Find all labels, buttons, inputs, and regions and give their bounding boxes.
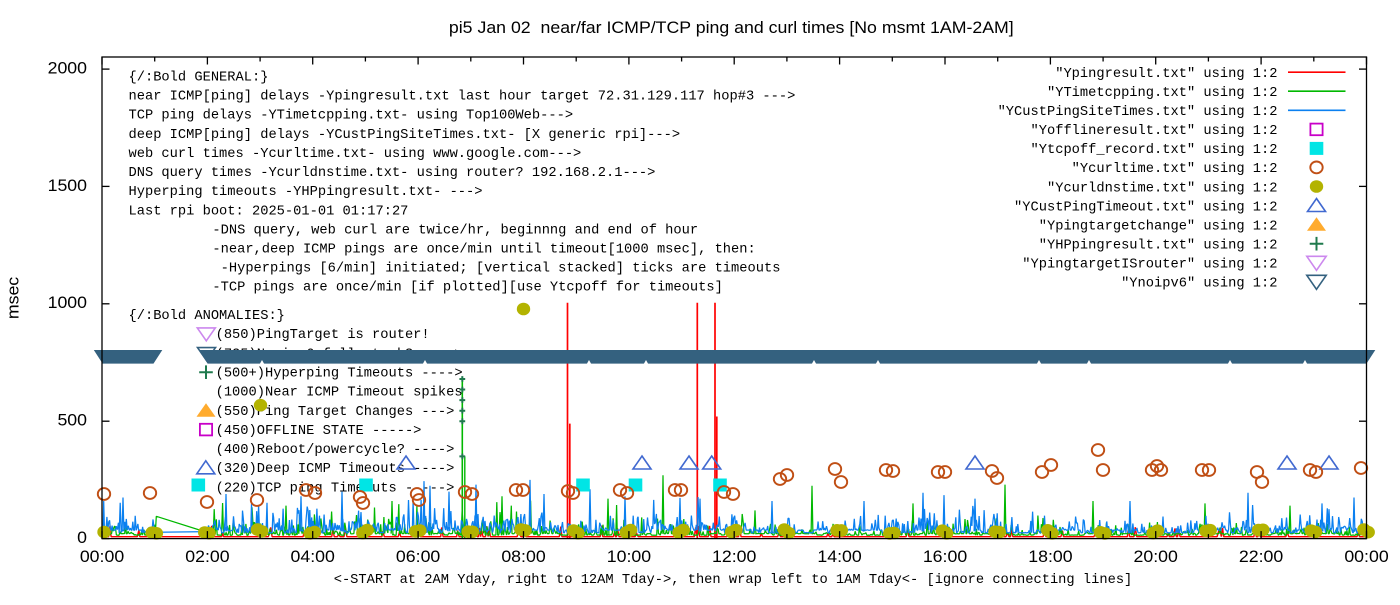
svg-text:(500+)Hyperping Timeouts ---->: (500+)Hyperping Timeouts ----> [216, 365, 463, 381]
svg-text:1000: 1000 [48, 294, 87, 312]
svg-text:{/:Bold GENERAL:}: {/:Bold GENERAL:} [129, 69, 269, 85]
svg-text:14:00: 14:00 [817, 548, 861, 566]
svg-text:10:00: 10:00 [607, 548, 651, 566]
svg-text:web curl times -Ycurltime.txt-: web curl times -Ycurltime.txt- using www… [129, 146, 582, 162]
svg-text:22:00: 22:00 [1239, 548, 1283, 566]
svg-text:(220)TCP ping Timeouts ----->: (220)TCP ping Timeouts -----> [216, 480, 455, 496]
svg-text:04:00: 04:00 [291, 548, 335, 566]
svg-text:"YCustPingSiteTimes.txt" using: "YCustPingSiteTimes.txt" using 1:2 [998, 104, 1278, 120]
svg-text:(450)OFFLINE STATE ----->: (450)OFFLINE STATE -----> [216, 423, 422, 439]
svg-text:0: 0 [77, 529, 87, 547]
svg-text:Hyperping timeouts -YHPpingres: Hyperping timeouts -YHPpingresult.txt- -… [129, 184, 483, 200]
svg-text:02:00: 02:00 [185, 548, 229, 566]
svg-text:near ICMP[ping] delays -Ypingr: near ICMP[ping] delays -Ypingresult.txt … [129, 88, 796, 104]
svg-text:(550)Ping Target Changes --->: (550)Ping Target Changes ---> [216, 404, 455, 420]
svg-text:"Ypingresult.txt" using 1:2: "Ypingresult.txt" using 1:2 [1055, 66, 1277, 82]
svg-text:08:00: 08:00 [501, 548, 545, 566]
svg-text:"YpingtargetISrouter" using 1:: "YpingtargetISrouter" using 1:2 [1022, 257, 1277, 273]
svg-text:msec: msec [4, 276, 22, 319]
svg-text:(1000)Near ICMP Timeout spikes: (1000)Near ICMP Timeout spikes [216, 385, 463, 401]
svg-text:(850)PingTarget is router!: (850)PingTarget is router! [216, 327, 430, 343]
svg-text:"Ycurltime.txt" using 1:2: "Ycurltime.txt" using 1:2 [1072, 161, 1278, 177]
svg-text:"Ynoipv6" using 1:2: "Ynoipv6" using 1:2 [1121, 276, 1277, 292]
svg-text:Last rpi boot: 2025-01-01 01:1: Last rpi boot: 2025-01-01 01:17:27 [129, 203, 409, 219]
svg-text:-TCP pings are once/min [if pl: -TCP pings are once/min [if plotted][use… [212, 279, 722, 295]
svg-text:00:00: 00:00 [80, 548, 124, 566]
svg-text:"YTimetcpping.txt" using 1:2: "YTimetcpping.txt" using 1:2 [1047, 85, 1278, 101]
svg-text:pi5 Jan 02 near/far ICMP/TCP: pi5 Jan 02 near/far ICMP/TCP ping and cu… [449, 19, 1014, 37]
svg-text:"Ycurldnstime.txt" using 1:2: "Ycurldnstime.txt" using 1:2 [1047, 180, 1278, 196]
svg-text:18:00: 18:00 [1028, 548, 1072, 566]
svg-text:"YCustPingTimeout.txt" using 1: "YCustPingTimeout.txt" using 1:2 [1014, 199, 1277, 215]
svg-text:<-START at 2AM Yday, right to: <-START at 2AM Yday, right to 12AM Tday-… [334, 572, 1133, 588]
svg-text:500: 500 [57, 411, 87, 429]
svg-text:TCP ping delays -YTimetcpping.: TCP ping delays -YTimetcpping.txt- using… [129, 108, 574, 124]
svg-text:DNS query times -Ycurldnstime.: DNS query times -Ycurldnstime.txt- using… [129, 165, 656, 181]
svg-text:"Yofflineresult.txt" using 1:2: "Yofflineresult.txt" using 1:2 [1031, 123, 1278, 139]
svg-text:00:00: 00:00 [1344, 548, 1388, 566]
svg-text:-near,deep ICMP pings are once: -near,deep ICMP pings are once/min until… [212, 242, 755, 258]
svg-text:16:00: 16:00 [923, 548, 967, 566]
svg-text:(400)Reboot/powercycle? ---->: (400)Reboot/powercycle? ----> [216, 442, 455, 458]
svg-text:deep ICMP[ping] delays -YCustP: deep ICMP[ping] delays -YCustPingSiteTim… [129, 127, 681, 143]
svg-text:-Hyperpings [6/min] initiated;: -Hyperpings [6/min] initiated; [vertical… [212, 260, 780, 276]
svg-text:"Ytcpoff_record.txt" using 1:2: "Ytcpoff_record.txt" using 1:2 [1031, 142, 1278, 158]
svg-text:12:00: 12:00 [712, 548, 756, 566]
svg-text:20:00: 20:00 [1134, 548, 1178, 566]
svg-text:{/:Bold ANOMALIES:}: {/:Bold ANOMALIES:} [129, 308, 285, 324]
svg-text:-DNS query, web curl are twice: -DNS query, web curl are twice/hr, begin… [212, 223, 698, 239]
svg-text:06:00: 06:00 [396, 548, 440, 566]
svg-text:2000: 2000 [48, 59, 87, 77]
svg-text:"Ypingtargetchange" using 1:2: "Ypingtargetchange" using 1:2 [1039, 218, 1278, 234]
svg-text:"YHPpingresult.txt" using 1:2: "YHPpingresult.txt" using 1:2 [1039, 238, 1278, 254]
svg-text:1500: 1500 [48, 176, 87, 194]
svg-text:(320)Deep ICMP Timeouts ---->: (320)Deep ICMP Timeouts ----> [216, 461, 455, 477]
